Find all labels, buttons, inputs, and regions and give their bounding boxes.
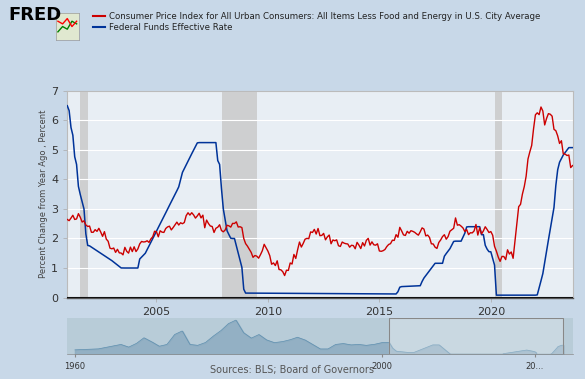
- Bar: [494, 91, 502, 298]
- Bar: [222, 91, 257, 298]
- Bar: [389, 318, 563, 354]
- Bar: [389, 318, 563, 354]
- Legend: Consumer Price Index for All Urban Consumers: All Items Less Food and Energy in : Consumer Price Index for All Urban Consu…: [89, 8, 543, 36]
- Text: Sources: BLS; Board of Governors: Sources: BLS; Board of Governors: [211, 365, 374, 375]
- Bar: [80, 91, 88, 298]
- Y-axis label: Percent Change from Year Ago , Percent: Percent Change from Year Ago , Percent: [39, 110, 49, 279]
- Text: FRED: FRED: [9, 6, 62, 23]
